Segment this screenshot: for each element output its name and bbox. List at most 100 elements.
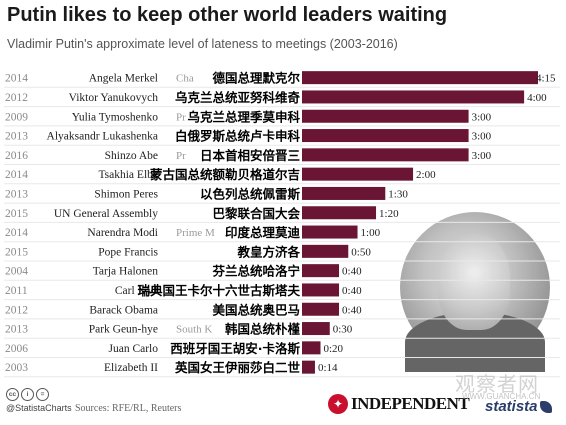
year-label: 2013: [5, 188, 28, 200]
lateness-bar: [302, 283, 340, 297]
leader-label: Juan Carlo: [108, 343, 158, 355]
value-label: 0:30: [333, 324, 353, 336]
leader-label: UN General Assembly: [54, 208, 158, 220]
year-label: 2004: [5, 266, 28, 278]
lateness-bar: [302, 225, 358, 239]
bar-row: 2015 Pope Francis 教皇方济各 0:50: [4, 244, 560, 262]
chinese-caption: 德国总理默克尔: [212, 71, 300, 86]
bar-row: 2009 Yulia Tymoshenko Pr 乌克兰总理季莫申科 3:00: [4, 109, 560, 127]
leader-label: Barack Obama: [89, 304, 158, 316]
statista-handle: @StatistaCharts: [6, 403, 72, 413]
chinese-caption: 韩国总统朴槿: [225, 322, 301, 337]
leader-label: Shinzo Abe: [105, 150, 158, 162]
bar-row: 2013 Alyaksandr Lukashenka 白俄罗斯总统卢卡申科 3:00: [4, 129, 560, 146]
bar-row: 2013 Shimon Peres 以色列总统佩雷斯 1:30: [4, 186, 560, 204]
guancha-watermark: 观察者网: [455, 372, 539, 396]
putin-portrait: [400, 212, 550, 372]
by-icon: i: [21, 388, 34, 401]
leader-label: Alyaksandr Lukashenka: [47, 131, 158, 143]
leader-label: Carl XVI: [115, 285, 158, 297]
role-label-fragment: Pr: [176, 150, 186, 162]
leader-label: Elizabeth II: [104, 362, 158, 374]
chinese-caption: 巴黎联合国大会: [212, 206, 300, 221]
role-label-fragment: Pr: [176, 111, 186, 123]
chinese-caption: 日本首相安倍晋三: [200, 148, 300, 163]
statista-wordmark: statista: [485, 398, 538, 415]
year-label: 2013: [5, 131, 28, 143]
bar-row: 2014 Angela Merkel Cha 德国总理默克尔 4:15: [4, 71, 560, 88]
chinese-caption: 教皇方济各: [236, 244, 300, 259]
value-label: 4:00: [527, 92, 547, 104]
chinese-caption: 芬兰总统哈洛宁: [211, 264, 300, 279]
chart-title: Putin likes to keep other world leaders …: [7, 4, 448, 26]
statista-swoosh-icon: [539, 401, 552, 414]
value-label: 0:40: [342, 304, 362, 316]
sources-note: Sources: RFE/RL, Reuters: [75, 403, 182, 414]
bar-row: 2015 UN General Assembly 巴黎联合国大会 1:20: [4, 206, 560, 223]
year-label: 2009: [5, 111, 28, 123]
lateness-bar: [302, 109, 469, 123]
year-label: 2014: [5, 227, 28, 239]
leader-label: Viktor Yanukovych: [69, 92, 159, 104]
bar-row: 2013 Park Geun-hye South K 韩国总统朴槿 0:30: [4, 322, 560, 339]
lateness-bar: [302, 167, 414, 181]
bar-row: 2003 Elizabeth II 英国女王伊丽莎白二世 0:14: [4, 360, 560, 378]
leader-label: Shimon Peres: [94, 188, 158, 200]
chinese-caption: 西班牙国王胡安·卡洛斯: [170, 341, 300, 356]
value-label: 1:30: [388, 188, 408, 200]
year-label: 2014: [5, 73, 28, 85]
leader-label: Yulia Tymoshenko: [72, 111, 158, 123]
value-label: 3:00: [472, 131, 492, 143]
bar-row: 2006 Juan Carlo 西班牙国王胡安·卡洛斯 0:20: [4, 341, 560, 358]
nd-icon: =: [36, 388, 49, 401]
year-label: 2003: [5, 362, 28, 374]
leader-label: Narendra Modi: [87, 227, 158, 239]
year-label: 2012: [5, 92, 28, 104]
value-label: 1:20: [379, 208, 399, 220]
lateness-bar: [302, 186, 386, 200]
year-label: 2016: [5, 150, 28, 162]
value-label: 3:00: [472, 111, 492, 123]
portrait-face: [438, 234, 510, 330]
role-label-fragment: Prime M: [176, 227, 215, 239]
bar-row: 2016 Shinzo Abe Pr 日本首相安倍晋三 3:00: [4, 148, 560, 165]
chinese-caption: 白俄罗斯总统卢卡申科: [175, 129, 301, 144]
role-label-fragment: South K: [176, 324, 212, 336]
lateness-bar: [302, 244, 349, 258]
chinese-caption: 以色列总统佩雷斯: [200, 186, 301, 201]
lateness-bar: [302, 148, 469, 162]
chinese-caption: 英国女王伊丽莎白二世: [175, 360, 301, 375]
bar-row: 2012 Viktor Yanukovych 乌克兰总统亚努科维奇 4:00: [4, 90, 560, 108]
lateness-bar: [302, 322, 330, 336]
lateness-bar: [302, 71, 538, 85]
bar-row: 2004 Tarja Halonen 芬兰总统哈洛宁 0:40: [4, 264, 560, 281]
role-label-fragment: Cha: [176, 73, 194, 85]
cc-icon: cc: [6, 388, 19, 401]
year-label: 2012: [5, 304, 28, 316]
leader-label: Tarja Halonen: [93, 266, 159, 278]
eagle-icon: ✦: [328, 394, 348, 414]
year-label: 2015: [5, 208, 28, 220]
lateness-bar: [302, 341, 321, 355]
chinese-caption: 乌克兰总统亚努科维奇: [175, 90, 301, 105]
lateness-bar-chart: 2014 Angela Merkel Cha 德国总理默克尔 4:15 2012 Vikto…: [4, 71, 560, 378]
lateness-bar: [302, 129, 469, 143]
value-label: 0:40: [342, 285, 362, 297]
chart-subtitle: Vladimir Putin's approximate level of la…: [7, 37, 398, 51]
lateness-bar: [302, 302, 340, 316]
chinese-caption: 乌克兰总理季莫申科: [187, 109, 300, 124]
leader-label: Park Geun-hye: [89, 324, 158, 336]
value-label: 0:14: [318, 362, 338, 374]
independent-logo: ✦ INDEPENDENT: [328, 394, 470, 414]
leader-label: Pope Francis: [98, 246, 158, 258]
lateness-bar: [302, 264, 340, 278]
footer-credits: cc i = @StatistaCharts: [6, 388, 72, 413]
year-label: 2006: [5, 343, 28, 355]
value-label: 0:40: [342, 266, 362, 278]
year-label: 2015: [5, 246, 28, 258]
guancha-watermark-url: WWW.GUANCHA.CN: [462, 392, 541, 401]
cc-license-icons: cc i =: [6, 388, 72, 401]
bar-row: 2012 Barack Obama 美国总统奥巴马 0:40: [4, 302, 560, 320]
chinese-caption: 瑞典国王卡尔十六世古斯塔夫: [137, 283, 300, 298]
